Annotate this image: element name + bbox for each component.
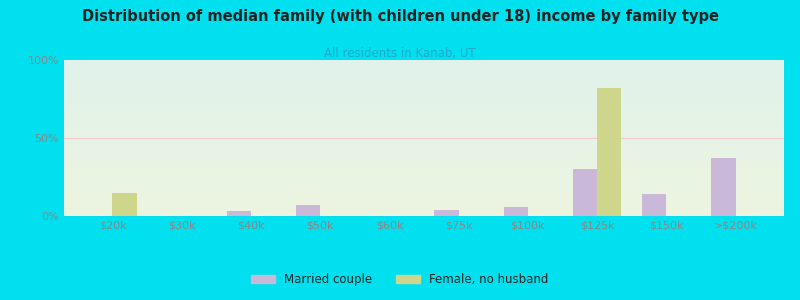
Bar — [642, 194, 666, 216]
Bar — [296, 205, 320, 216]
Bar — [226, 211, 251, 216]
Bar — [113, 193, 137, 216]
Text: Distribution of median family (with children under 18) income by family type: Distribution of median family (with chil… — [82, 9, 718, 24]
Bar — [434, 210, 458, 216]
Bar — [573, 169, 597, 216]
Bar — [711, 158, 735, 216]
Legend: Married couple, Female, no husband: Married couple, Female, no husband — [246, 269, 554, 291]
Bar — [597, 88, 622, 216]
Bar — [504, 207, 528, 216]
Text: All residents in Kanab, UT: All residents in Kanab, UT — [324, 46, 476, 59]
